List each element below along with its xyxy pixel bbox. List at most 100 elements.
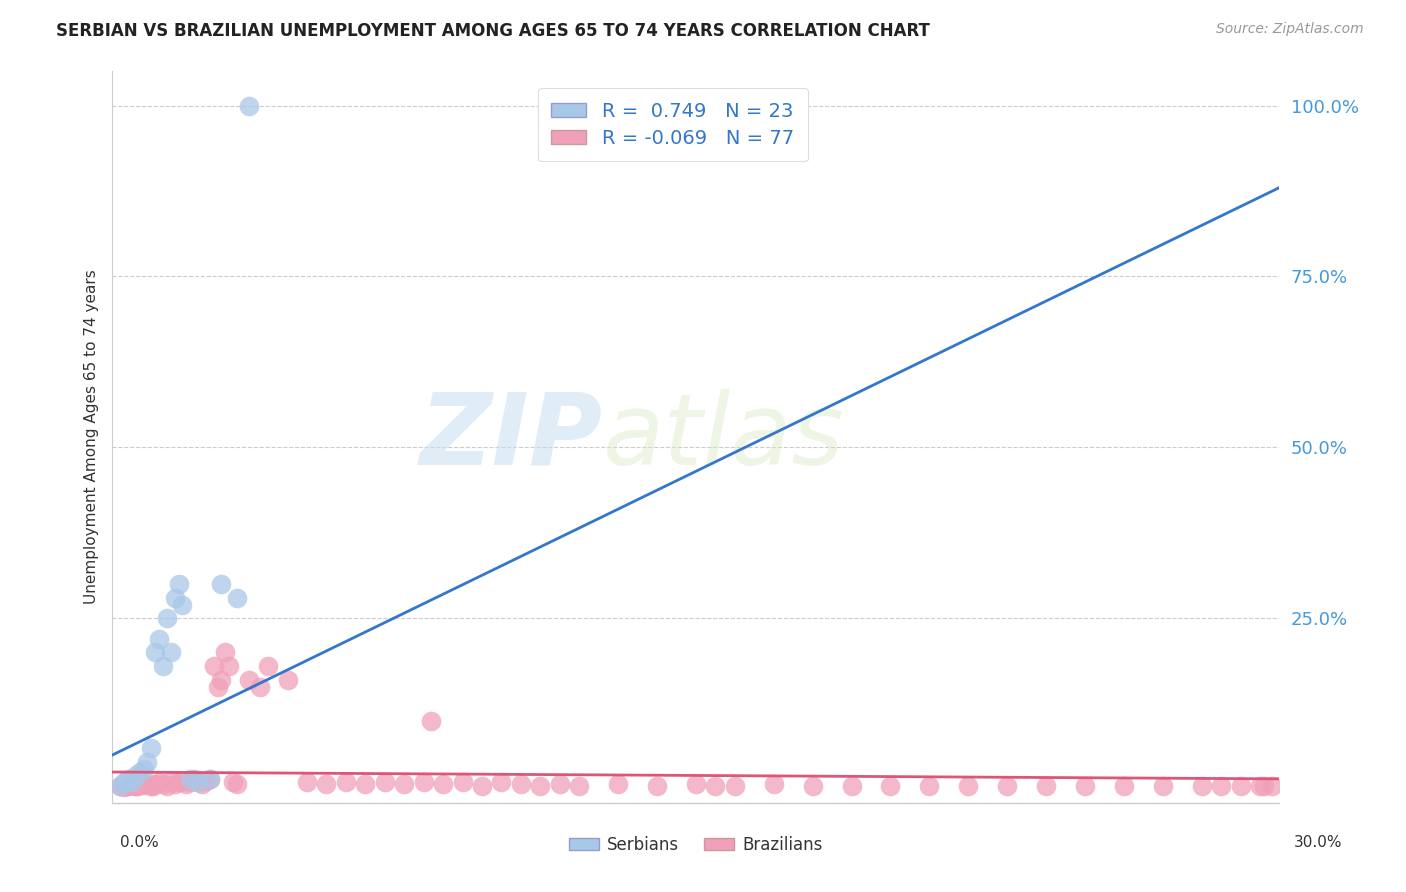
Point bbox=[156, 611, 179, 625]
Point bbox=[1191, 779, 1213, 793]
Point bbox=[841, 779, 863, 793]
Point bbox=[122, 779, 145, 793]
Point bbox=[222, 775, 245, 789]
Point bbox=[354, 777, 377, 791]
Point bbox=[957, 779, 980, 793]
Point bbox=[879, 779, 901, 793]
Point bbox=[1112, 779, 1135, 793]
Point bbox=[141, 741, 163, 756]
Point bbox=[226, 777, 249, 791]
Point bbox=[160, 645, 183, 659]
Point bbox=[143, 645, 166, 659]
Point bbox=[183, 772, 205, 786]
Point bbox=[121, 777, 143, 791]
Point bbox=[209, 577, 232, 591]
Y-axis label: Unemployment Among Ages 65 to 74 years: Unemployment Among Ages 65 to 74 years bbox=[83, 269, 98, 605]
Point bbox=[202, 659, 225, 673]
Point bbox=[1253, 779, 1275, 793]
Point bbox=[136, 755, 159, 769]
Point bbox=[1260, 779, 1282, 793]
Point bbox=[125, 768, 148, 782]
Point bbox=[704, 779, 727, 793]
Point bbox=[143, 777, 166, 791]
Point bbox=[801, 779, 824, 793]
Point bbox=[209, 673, 232, 687]
Point bbox=[163, 777, 186, 791]
Legend: Serbians, Brazilians: Serbians, Brazilians bbox=[562, 829, 830, 860]
Point bbox=[156, 779, 179, 793]
Point bbox=[132, 778, 155, 792]
Point bbox=[249, 680, 271, 694]
Point bbox=[167, 577, 190, 591]
Point bbox=[148, 632, 170, 646]
Point bbox=[226, 591, 249, 605]
Point bbox=[315, 777, 337, 791]
Point bbox=[127, 779, 149, 793]
Point bbox=[179, 772, 201, 786]
Point bbox=[645, 779, 668, 793]
Point bbox=[117, 772, 139, 786]
Point bbox=[191, 777, 214, 791]
Point bbox=[152, 777, 174, 791]
Point bbox=[207, 680, 229, 694]
Point bbox=[110, 779, 132, 793]
Point bbox=[172, 598, 194, 612]
Text: 30.0%: 30.0% bbox=[1295, 836, 1343, 850]
Point bbox=[1209, 779, 1232, 793]
Point bbox=[194, 773, 217, 788]
Point bbox=[214, 645, 236, 659]
Point bbox=[335, 775, 357, 789]
Point bbox=[685, 777, 707, 791]
Point bbox=[471, 779, 494, 793]
Point bbox=[276, 673, 298, 687]
Point bbox=[1035, 779, 1057, 793]
Point bbox=[568, 779, 591, 793]
Point bbox=[117, 780, 139, 794]
Point bbox=[295, 775, 318, 789]
Point bbox=[112, 775, 135, 789]
Point bbox=[115, 779, 138, 793]
Point bbox=[1074, 779, 1097, 793]
Point bbox=[394, 777, 416, 791]
Text: ZIP: ZIP bbox=[419, 389, 603, 485]
Point bbox=[257, 659, 280, 673]
Point bbox=[187, 775, 209, 789]
Point bbox=[762, 777, 785, 791]
Point bbox=[491, 775, 513, 789]
Point bbox=[529, 779, 551, 793]
Point bbox=[142, 779, 165, 793]
Point bbox=[198, 772, 221, 786]
Point bbox=[1152, 779, 1174, 793]
Text: Source: ZipAtlas.com: Source: ZipAtlas.com bbox=[1216, 22, 1364, 37]
Point bbox=[238, 98, 260, 112]
Point bbox=[1229, 779, 1251, 793]
Point bbox=[432, 777, 454, 791]
Point bbox=[724, 779, 747, 793]
Point bbox=[1249, 779, 1271, 793]
Point bbox=[451, 775, 474, 789]
Point bbox=[128, 765, 150, 780]
Point bbox=[187, 775, 209, 789]
Point bbox=[172, 773, 194, 788]
Point bbox=[509, 777, 531, 791]
Point bbox=[167, 775, 190, 789]
Point bbox=[160, 773, 183, 788]
Point bbox=[995, 779, 1018, 793]
Point bbox=[163, 591, 186, 605]
Text: atlas: atlas bbox=[603, 389, 844, 485]
Point bbox=[412, 775, 434, 789]
Text: 0.0%: 0.0% bbox=[120, 836, 159, 850]
Point bbox=[179, 775, 201, 789]
Text: SERBIAN VS BRAZILIAN UNEMPLOYMENT AMONG AGES 65 TO 74 YEARS CORRELATION CHART: SERBIAN VS BRAZILIAN UNEMPLOYMENT AMONG … bbox=[56, 22, 931, 40]
Point bbox=[918, 779, 941, 793]
Point bbox=[125, 779, 148, 793]
Point bbox=[152, 659, 174, 673]
Point bbox=[112, 780, 135, 794]
Point bbox=[176, 777, 198, 791]
Point bbox=[420, 714, 443, 728]
Point bbox=[128, 775, 150, 789]
Point bbox=[136, 777, 159, 791]
Point bbox=[132, 762, 155, 776]
Point bbox=[110, 779, 132, 793]
Point bbox=[374, 775, 396, 789]
